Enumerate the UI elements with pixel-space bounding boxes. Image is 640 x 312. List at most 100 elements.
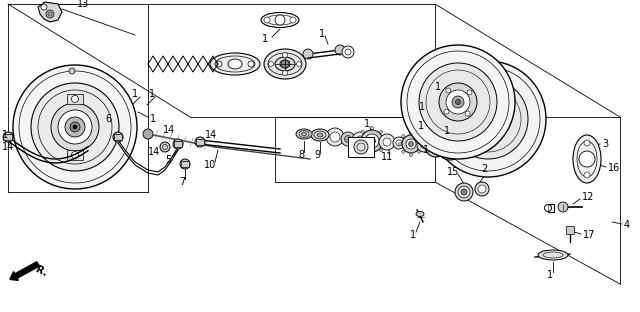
Circle shape [446,90,470,114]
Ellipse shape [261,12,299,27]
Circle shape [393,137,405,149]
Circle shape [365,134,379,148]
Circle shape [410,131,413,134]
Text: 1: 1 [149,89,155,99]
Circle shape [481,112,495,126]
Circle shape [396,140,402,146]
Circle shape [275,15,285,25]
Circle shape [475,106,501,132]
Circle shape [410,154,413,157]
Circle shape [330,132,340,142]
Circle shape [579,151,595,167]
Circle shape [73,125,77,129]
Circle shape [216,61,222,67]
Circle shape [429,139,443,153]
Text: 5: 5 [165,155,171,165]
Circle shape [383,139,387,143]
Circle shape [51,103,99,151]
Ellipse shape [317,133,323,137]
Text: 1: 1 [364,119,370,129]
Circle shape [402,135,404,138]
Circle shape [406,139,416,149]
Circle shape [362,149,364,152]
Circle shape [425,135,447,157]
Circle shape [417,150,420,153]
Circle shape [446,143,454,151]
Circle shape [455,183,473,201]
Circle shape [46,10,54,18]
Text: 14: 14 [148,147,160,157]
Circle shape [439,83,477,121]
Circle shape [402,135,420,153]
Text: 2: 2 [481,164,487,174]
Polygon shape [38,2,62,22]
Circle shape [358,139,360,143]
Text: 9: 9 [314,150,320,160]
Text: FR.: FR. [28,262,49,278]
Circle shape [281,60,289,68]
Text: 14: 14 [163,125,175,135]
Text: 1: 1 [444,126,450,136]
Text: 1: 1 [547,270,553,280]
Text: 1: 1 [410,230,416,240]
Circle shape [3,132,13,142]
Text: 1: 1 [423,145,429,155]
Circle shape [173,139,183,149]
Circle shape [420,142,428,149]
Circle shape [362,130,364,133]
Circle shape [282,71,287,76]
Circle shape [468,99,508,139]
Circle shape [369,138,376,144]
Circle shape [496,129,500,134]
Circle shape [361,130,383,152]
Text: 14: 14 [205,130,217,140]
Circle shape [371,153,374,155]
Text: 13: 13 [77,0,89,9]
Circle shape [461,189,467,195]
Circle shape [419,63,497,141]
Ellipse shape [301,132,307,136]
Circle shape [437,134,463,160]
Circle shape [290,17,296,23]
Circle shape [143,129,153,139]
Text: 4: 4 [624,220,630,230]
Bar [67,94,83,104]
Text: 1: 1 [132,89,138,99]
Circle shape [352,132,368,148]
Bar [67,150,83,160]
Text: 1: 1 [419,102,425,112]
Circle shape [195,137,205,147]
Ellipse shape [538,250,568,260]
Text: 3: 3 [602,139,608,149]
Bar [196,139,204,145]
Circle shape [335,45,345,55]
Bar [114,134,122,140]
Circle shape [430,61,546,177]
Circle shape [65,117,85,137]
Circle shape [558,202,568,212]
Circle shape [465,111,470,116]
Text: 11: 11 [381,152,393,162]
Ellipse shape [296,129,312,139]
Ellipse shape [311,129,329,141]
Circle shape [282,52,287,57]
Circle shape [467,90,472,95]
Circle shape [31,83,119,171]
Circle shape [113,132,123,142]
Circle shape [72,95,79,103]
Bar [348,137,374,157]
Text: 1: 1 [418,121,424,131]
Ellipse shape [210,53,260,75]
Text: 15: 15 [447,167,459,177]
Circle shape [344,135,351,143]
Circle shape [433,143,440,149]
Circle shape [326,128,344,146]
Circle shape [115,134,120,139]
Circle shape [356,136,364,144]
Text: 1: 1 [262,34,268,44]
Circle shape [401,45,515,159]
Circle shape [58,110,92,144]
Circle shape [420,143,424,145]
Ellipse shape [275,57,295,71]
Circle shape [70,122,80,132]
